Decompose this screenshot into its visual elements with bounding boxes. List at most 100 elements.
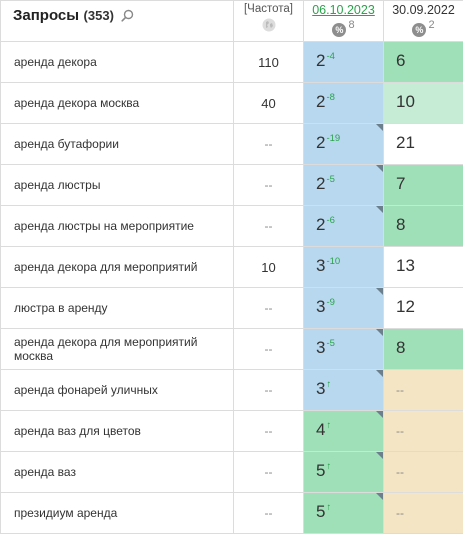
query-cell: аренда люстры на мероприятие xyxy=(1,206,234,247)
position-cell-date-1[interactable]: 2-4 xyxy=(304,42,384,83)
frequency-cell: -- xyxy=(234,493,304,534)
position-change: -10 xyxy=(326,256,340,267)
position-cell-date-2[interactable]: 8 xyxy=(384,206,463,247)
date-column-header-2: 30.09.2022 % 2 xyxy=(384,1,463,42)
position-cell-date-1[interactable]: 2-19 xyxy=(304,124,384,165)
frequency-value: -- xyxy=(265,301,273,315)
snippet-marker-icon[interactable] xyxy=(376,206,383,213)
frequency-value: -- xyxy=(265,178,273,192)
query-text: люстра в аренду xyxy=(14,301,108,315)
position-cell-date-2[interactable]: 6 xyxy=(384,42,463,83)
position-cell-date-2[interactable]: 10 xyxy=(384,83,463,124)
frequency-value: 40 xyxy=(261,96,275,111)
position-cell-date-2[interactable]: -- xyxy=(384,452,463,493)
query-cell: аренда ваз xyxy=(1,452,234,493)
position-cell-date-2[interactable]: 12 xyxy=(384,288,463,329)
frequency-label: [Частота] xyxy=(234,3,303,15)
date-label-2: 30.09.2022 xyxy=(384,3,463,17)
position-value: 6 xyxy=(396,51,405,70)
date-column-header-1: 06.10.2023 % 8 xyxy=(304,1,384,42)
position-cell-date-1[interactable]: 2-8 xyxy=(304,83,384,124)
search-icon[interactable] xyxy=(121,9,134,27)
position-cell-date-1[interactable]: 2-6 xyxy=(304,206,384,247)
snippet-marker-icon[interactable] xyxy=(376,329,383,336)
position-cell-date-1[interactable]: 3-5 xyxy=(304,329,384,370)
snippet-marker-icon[interactable] xyxy=(376,411,383,418)
query-text: аренда бутафории xyxy=(14,137,119,151)
position-value: 4 xyxy=(316,420,325,439)
query-text: президиум аренда xyxy=(14,506,117,520)
position-change: -5 xyxy=(326,338,334,349)
frequency-header[interactable]: [Частота] xyxy=(234,1,304,42)
frequency-value: -- xyxy=(265,219,273,233)
position-value: 3 xyxy=(316,338,325,357)
query-text: аренда декора москва xyxy=(14,96,139,110)
position-cell-date-1[interactable]: 3-10 xyxy=(304,247,384,288)
frequency-cell: -- xyxy=(234,370,304,411)
frequency-value: -- xyxy=(265,342,273,356)
snippet-marker-icon[interactable] xyxy=(376,452,383,459)
snippet-marker-icon[interactable] xyxy=(376,370,383,377)
position-change: ↑ xyxy=(326,420,331,431)
query-cell: аренда декора для мероприятий москва xyxy=(1,329,234,370)
query-text: аренда люстры xyxy=(14,178,100,192)
position-cell-date-1[interactable]: 3-9 xyxy=(304,288,384,329)
query-cell: аренда ваз для цветов xyxy=(1,411,234,452)
queries-header: Запросы (353) xyxy=(1,1,234,42)
position-value: 10 xyxy=(396,92,415,111)
position-value: 7 xyxy=(396,174,405,193)
position-change: -6 xyxy=(326,215,334,226)
frequency-cell: -- xyxy=(234,452,304,493)
frequency-cell: 40 xyxy=(234,83,304,124)
snippet-marker-icon[interactable] xyxy=(376,493,383,500)
query-text: аренда ваз xyxy=(14,465,76,479)
position-cell-date-2[interactable]: 8 xyxy=(384,329,463,370)
query-cell: люстра в аренду xyxy=(1,288,234,329)
position-cell-date-2[interactable]: -- xyxy=(384,370,463,411)
position-value: 5 xyxy=(316,461,325,480)
position-cell-date-2[interactable]: 7 xyxy=(384,165,463,206)
query-cell: аренда люстры xyxy=(1,165,234,206)
position-cell-date-1[interactable]: 3↑ xyxy=(304,370,384,411)
position-cell-date-1[interactable]: 2-5 xyxy=(304,165,384,206)
snippet-marker-icon[interactable] xyxy=(376,124,383,131)
position-value: 3 xyxy=(316,256,325,275)
position-cell-date-1[interactable]: 5↑ xyxy=(304,493,384,534)
snippet-marker-icon[interactable] xyxy=(376,165,383,172)
position-value: 2 xyxy=(316,51,325,70)
frequency-cell: -- xyxy=(234,206,304,247)
position-value: 5 xyxy=(316,502,325,521)
snippet-marker-icon[interactable] xyxy=(376,288,383,295)
position-cell-date-1[interactable]: 4↑ xyxy=(304,411,384,452)
frequency-cell: -- xyxy=(234,329,304,370)
globe-icon xyxy=(262,18,276,35)
position-cell-date-2[interactable]: -- xyxy=(384,493,463,534)
query-text: аренда декора для мероприятий москва xyxy=(14,335,197,363)
position-cell-date-1[interactable]: 5↑ xyxy=(304,452,384,493)
position-value: 3 xyxy=(316,379,325,398)
position-value: 2 xyxy=(316,133,325,152)
frequency-cell: -- xyxy=(234,165,304,206)
frequency-cell: -- xyxy=(234,411,304,452)
table-row: аренда декора для мероприятий москва -- 3-… xyxy=(1,329,463,370)
position-cell-date-2[interactable]: 13 xyxy=(384,247,463,288)
frequency-cell: 10 xyxy=(234,247,304,288)
date-link-1[interactable]: 06.10.2023 xyxy=(304,3,383,17)
position-value: -- xyxy=(396,506,404,520)
date-percent-1: 8 xyxy=(348,19,354,31)
position-value: 2 xyxy=(316,215,325,234)
position-cell-date-2[interactable]: 21 xyxy=(384,124,463,165)
table-row: аренда люстры -- 2-5 7 xyxy=(1,165,463,206)
position-cell-date-2[interactable]: -- xyxy=(384,411,463,452)
position-value: 2 xyxy=(316,92,325,111)
position-value: 2 xyxy=(316,174,325,193)
frequency-cell: 110 xyxy=(234,42,304,83)
query-text: аренда декора xyxy=(14,55,97,69)
query-text: аренда ваз для цветов xyxy=(14,424,141,438)
table-header-row: Запросы (353) [Частота] 06.10.2023 % 8 xyxy=(1,1,463,42)
query-cell: аренда декора москва xyxy=(1,83,234,124)
